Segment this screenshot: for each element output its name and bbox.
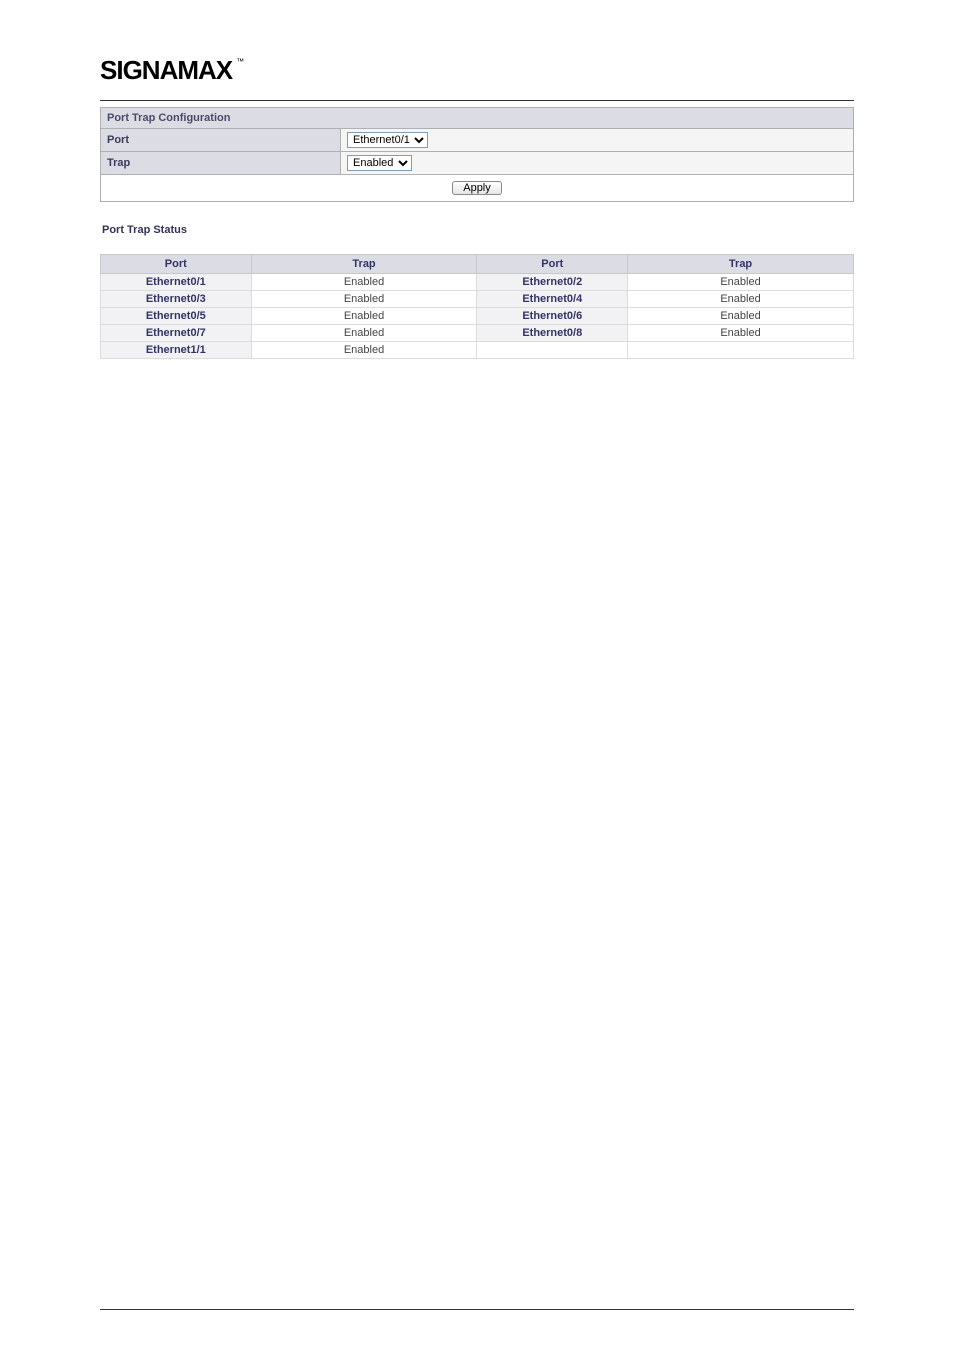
status-col-trap-1: Trap: [251, 255, 477, 274]
trap-cell: Enabled: [628, 291, 854, 308]
port-cell: Ethernet0/8: [477, 325, 628, 342]
trap-cell: Enabled: [628, 308, 854, 325]
port-trap-status-table: Port Trap Port Trap Ethernet0/1EnabledEt…: [100, 254, 854, 359]
brand-logo: SIGNAMAX™: [100, 55, 232, 86]
table-row: Ethernet0/3EnabledEthernet0/4Enabled: [101, 291, 854, 308]
port-label: Port: [101, 129, 341, 152]
port-select[interactable]: Ethernet0/1: [347, 132, 428, 148]
top-divider: [100, 100, 854, 101]
trap-cell: Enabled: [628, 325, 854, 342]
status-header-row: Port Trap Port Trap: [101, 255, 854, 274]
port-cell: Ethernet0/7: [101, 325, 252, 342]
status-heading: Port Trap Status: [102, 224, 854, 236]
apply-button[interactable]: Apply: [452, 181, 502, 195]
trademark-icon: ™: [236, 57, 244, 66]
apply-row: Apply: [101, 175, 854, 202]
footer-divider: [100, 1309, 854, 1310]
table-row: Ethernet1/1Enabled: [101, 342, 854, 359]
port-cell: Ethernet0/4: [477, 291, 628, 308]
port-trap-config-table: Port Trap Configuration Port Ethernet0/1…: [100, 107, 854, 202]
port-cell: Ethernet0/3: [101, 291, 252, 308]
trap-cell: Enabled: [251, 308, 477, 325]
trap-label: Trap: [101, 152, 341, 175]
trap-select-cell: Enabled: [341, 152, 854, 175]
trap-cell: Enabled: [251, 291, 477, 308]
trap-cell: Enabled: [628, 274, 854, 291]
port-cell: Ethernet0/2: [477, 274, 628, 291]
config-section-title: Port Trap Configuration: [101, 108, 854, 129]
empty-cell: [628, 342, 854, 359]
port-cell: Ethernet0/6: [477, 308, 628, 325]
status-col-port-1: Port: [101, 255, 252, 274]
trap-cell: Enabled: [251, 274, 477, 291]
port-cell: Ethernet1/1: [101, 342, 252, 359]
port-cell: Ethernet0/5: [101, 308, 252, 325]
trap-select[interactable]: Enabled: [347, 155, 412, 171]
trap-cell: Enabled: [251, 325, 477, 342]
port-cell: Ethernet0/1: [101, 274, 252, 291]
table-row: Ethernet0/1EnabledEthernet0/2Enabled: [101, 274, 854, 291]
trap-cell: Enabled: [251, 342, 477, 359]
table-row: Ethernet0/7EnabledEthernet0/8Enabled: [101, 325, 854, 342]
status-col-trap-2: Trap: [628, 255, 854, 274]
table-row: Ethernet0/5EnabledEthernet0/6Enabled: [101, 308, 854, 325]
port-select-cell: Ethernet0/1: [341, 129, 854, 152]
brand-text: SIGNAMAX: [100, 55, 232, 85]
status-col-port-2: Port: [477, 255, 628, 274]
empty-cell: [477, 342, 628, 359]
